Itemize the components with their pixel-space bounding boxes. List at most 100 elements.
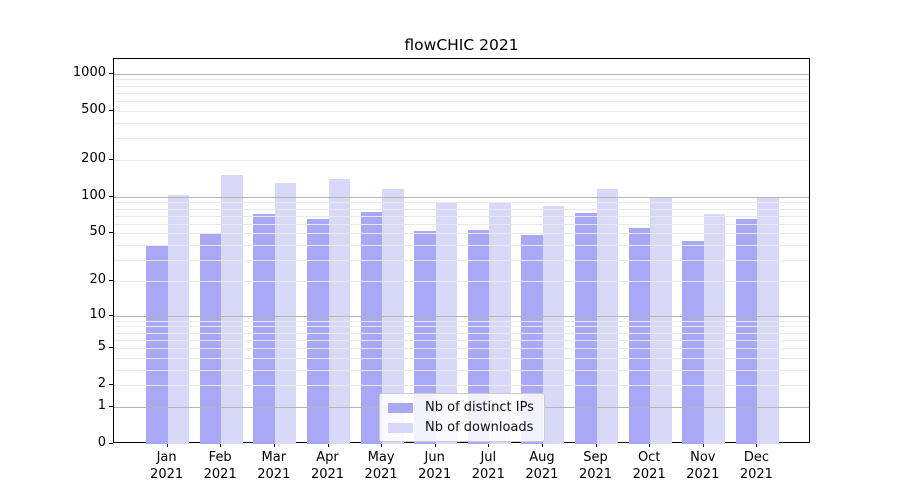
bar-feb-downloads [221, 175, 243, 444]
xtick-year-jan: 2021 [150, 467, 184, 482]
ytick-mark-50 [109, 232, 113, 234]
xtick-month-jul: Jul [480, 450, 497, 465]
ytick-label-50: 50 [89, 224, 106, 240]
gridline-minor-600 [114, 101, 809, 102]
plot-area: Nb of distinct IPs Nb of downloads [113, 58, 810, 444]
xtick-month-jan: Jan [156, 450, 177, 465]
xtick-mark-dec [756, 443, 758, 447]
xtick-month-jun: Jun [424, 450, 445, 465]
ytick-label-200: 200 [81, 150, 106, 166]
bar-jul-distinct-ips [467, 230, 490, 444]
xtick-mark-aug [541, 443, 543, 447]
gridline-major-100 [114, 196, 809, 198]
bar-mar-distinct-ips [253, 214, 275, 444]
gridline-minor-2 [114, 385, 809, 387]
gridline-minor-500 [114, 110, 809, 112]
chart-title: flowCHIC 2021 [404, 36, 519, 54]
gridline-minor-9 [114, 320, 809, 322]
gridline-minor-8 [114, 326, 809, 328]
xtick-mark-mar [273, 443, 275, 447]
legend: Nb of distinct IPs Nb of downloads [379, 393, 545, 442]
xtick-year-sep: 2021 [578, 467, 613, 482]
ytick-label-5: 5 [97, 339, 106, 354]
ytick-label-500: 500 [81, 101, 106, 117]
xtick-label-oct: Oct 2021 [618, 449, 680, 483]
xtick-year-oct: 2021 [632, 467, 666, 482]
xtick-label-jun: Jun 2021 [404, 449, 466, 483]
ytick-label-20: 20 [89, 271, 106, 287]
gridline-minor-50 [114, 233, 809, 235]
gridline-major-1000 [114, 73, 809, 75]
gridline-minor-40 [114, 245, 809, 246]
bar-nov-downloads [703, 214, 726, 444]
xtick-label-jul: Jul 2021 [457, 449, 519, 483]
bar-jul-downloads [489, 202, 511, 444]
xtick-label-sep: Sep 2021 [565, 449, 627, 483]
xtick-year-jul: 2021 [471, 467, 505, 482]
xtick-label-may: May 2021 [350, 449, 412, 483]
gridline-minor-70 [114, 215, 809, 217]
bar-jun-distinct-ips [414, 231, 436, 444]
gridline-minor-90 [114, 202, 809, 204]
xtick-label-nov: Nov 2021 [672, 449, 734, 483]
legend-swatch-downloads [388, 422, 413, 433]
bar-dec-distinct-ips [735, 218, 758, 444]
xtick-month-mar: Mar [261, 450, 287, 465]
gridline-minor-800 [114, 85, 809, 87]
gridline-minor-900 [114, 79, 809, 81]
xtick-label-dec: Dec 2021 [725, 449, 787, 483]
bar-mar-downloads [274, 182, 297, 444]
xtick-mark-apr [327, 443, 329, 447]
ytick-mark-2 [109, 384, 113, 386]
gridline-minor-3 [114, 369, 809, 371]
ytick-mark-20 [109, 279, 113, 281]
gridline-minor-7 [114, 332, 809, 334]
legend-row-distinct-ips: Nb of distinct IPs [388, 400, 534, 415]
ytick-mark-0 [109, 443, 113, 444]
xtick-year-nov: 2021 [686, 467, 720, 482]
xtick-month-aug: Aug [529, 450, 555, 465]
gridline-minor-20 [114, 280, 809, 282]
gridline-minor-700 [114, 92, 809, 94]
bars-layer [114, 59, 809, 444]
xtick-label-feb: Feb 2021 [189, 449, 251, 483]
xtick-year-feb: 2021 [203, 467, 237, 482]
xtick-label-aug: Aug 2021 [511, 449, 573, 483]
bar-apr-downloads [328, 178, 350, 444]
ytick-mark-5 [109, 347, 113, 348]
xtick-year-dec: 2021 [739, 467, 773, 482]
xtick-mark-oct [649, 443, 651, 447]
xtick-year-may: 2021 [364, 467, 398, 482]
xtick-month-sep: Sep [583, 450, 608, 465]
ytick-label-0: 0 [97, 435, 106, 450]
xtick-label-mar: Mar 2021 [243, 449, 305, 483]
bar-sep-distinct-ips [575, 213, 597, 444]
bar-jan-distinct-ips [146, 245, 168, 444]
xtick-month-feb: Feb [208, 450, 232, 465]
ytick-mark-1000 [109, 72, 113, 74]
xtick-month-apr: Apr [316, 450, 339, 465]
bar-dec-downloads [757, 196, 779, 444]
xtick-year-aug: 2021 [525, 467, 559, 482]
gridline-minor-30 [114, 259, 809, 261]
ytick-label-10: 10 [89, 306, 106, 322]
xtick-month-oct: Oct [637, 450, 661, 465]
legend-row-downloads: Nb of downloads [388, 420, 534, 435]
ytick-mark-100 [109, 195, 113, 197]
xtick-mark-may [381, 443, 383, 447]
xtick-year-apr: 2021 [310, 467, 345, 482]
xtick-year-jun: 2021 [418, 467, 452, 482]
xtick-label-apr: Apr 2021 [297, 449, 359, 483]
bar-nov-distinct-ips [682, 241, 704, 444]
xtick-mark-nov [702, 443, 704, 447]
ytick-mark-10 [109, 314, 113, 316]
gridline-minor-200 [114, 159, 809, 161]
xtick-month-may: May [367, 450, 395, 465]
ytick-label-100: 100 [81, 187, 106, 203]
xtick-month-dec: Dec [743, 450, 769, 465]
xtick-mark-feb [220, 443, 222, 447]
ytick-mark-200 [109, 158, 113, 160]
ytick-label-2: 2 [97, 376, 106, 392]
xtick-year-mar: 2021 [257, 467, 291, 482]
